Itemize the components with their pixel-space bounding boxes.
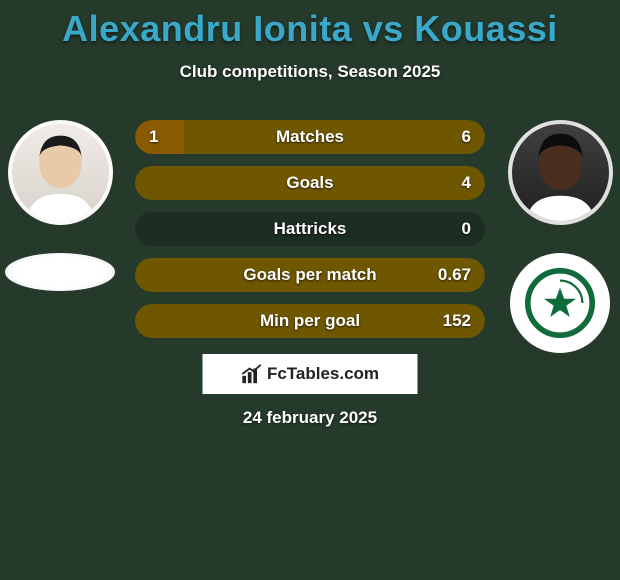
right-column [505,120,615,353]
person-silhouette-icon [512,124,609,221]
stat-label: Min per goal [260,311,360,331]
person-silhouette-icon [12,124,109,221]
page-title: Alexandru Ionita vs Kouassi [0,0,620,50]
date-text: 24 february 2025 [0,408,620,428]
stat-value-left: 1 [149,127,158,147]
left-column [5,120,115,291]
stat-label: Hattricks [274,219,347,239]
stat-value-right: 4 [462,173,471,193]
club-left-crest [5,253,115,291]
branding-text: FcTables.com [267,364,379,384]
player-right-avatar [508,120,613,225]
branding-badge: FcTables.com [203,354,418,394]
club-right-crest [510,253,610,353]
stat-value-right: 0 [462,219,471,239]
stat-label: Goals [286,173,333,193]
subtitle: Club competitions, Season 2025 [0,62,620,82]
stat-bars: 1 Matches 6 Goals 4 Hattricks 0 Goals per match… [135,120,485,338]
stat-value-right: 152 [443,311,471,331]
stat-row: Min per goal 152 [135,304,485,338]
stat-row: 1 Matches 6 [135,120,485,154]
player-left-avatar [8,120,113,225]
stat-value-right: 0.67 [438,265,471,285]
bar-chart-icon [241,363,263,385]
comparison-card: Alexandru Ionita vs Kouassi Club competi… [0,0,620,580]
stat-row: Hattricks 0 [135,212,485,246]
stat-row: Goals 4 [135,166,485,200]
stat-value-right: 6 [462,127,471,147]
stat-row: Goals per match 0.67 [135,258,485,292]
stat-label: Goals per match [243,265,376,285]
stat-label: Matches [276,127,344,147]
columns: 1 Matches 6 Goals 4 Hattricks 0 Goals per match… [0,120,620,340]
crest-icon [525,268,595,338]
